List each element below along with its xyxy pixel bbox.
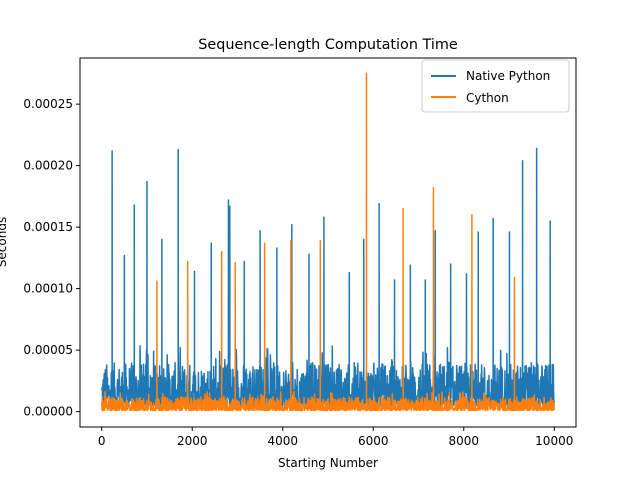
y-tick-label: 0.00020 [23, 159, 73, 173]
legend: Native Python Cython [421, 59, 570, 113]
y-tick-label: 0.00015 [23, 220, 73, 234]
x-tick-label: 6000 [358, 434, 389, 448]
chart-title: Sequence-length Computation Time [198, 37, 458, 53]
plot-area [79, 57, 577, 428]
legend-box [421, 59, 570, 113]
x-tick-label: 10000 [535, 434, 573, 448]
y-tick-label: 0.00025 [23, 97, 73, 111]
y-axis-label: Seconds [0, 217, 9, 267]
y-tick-label: 0.00000 [23, 405, 73, 419]
x-tick-label: 0 [98, 434, 106, 448]
axes-frame [79, 57, 577, 428]
x-axis-label: Starting Number [278, 456, 378, 470]
x-axis: 0 2000 4000 6000 8000 10000 [98, 427, 573, 448]
y-tick-label: 0.00005 [23, 343, 73, 357]
x-tick-label: 4000 [267, 434, 298, 448]
y-axis: 0.00000 0.00005 0.00010 0.00015 0.00020 0.000… [23, 97, 80, 419]
legend-label-native-python: Native Python [466, 69, 550, 83]
y-tick-label: 0.00010 [23, 282, 73, 296]
series-line-cython [101, 72, 555, 412]
x-tick-label: 2000 [177, 434, 208, 448]
x-tick-label: 8000 [448, 434, 479, 448]
legend-label-cython: Cython [466, 91, 509, 105]
